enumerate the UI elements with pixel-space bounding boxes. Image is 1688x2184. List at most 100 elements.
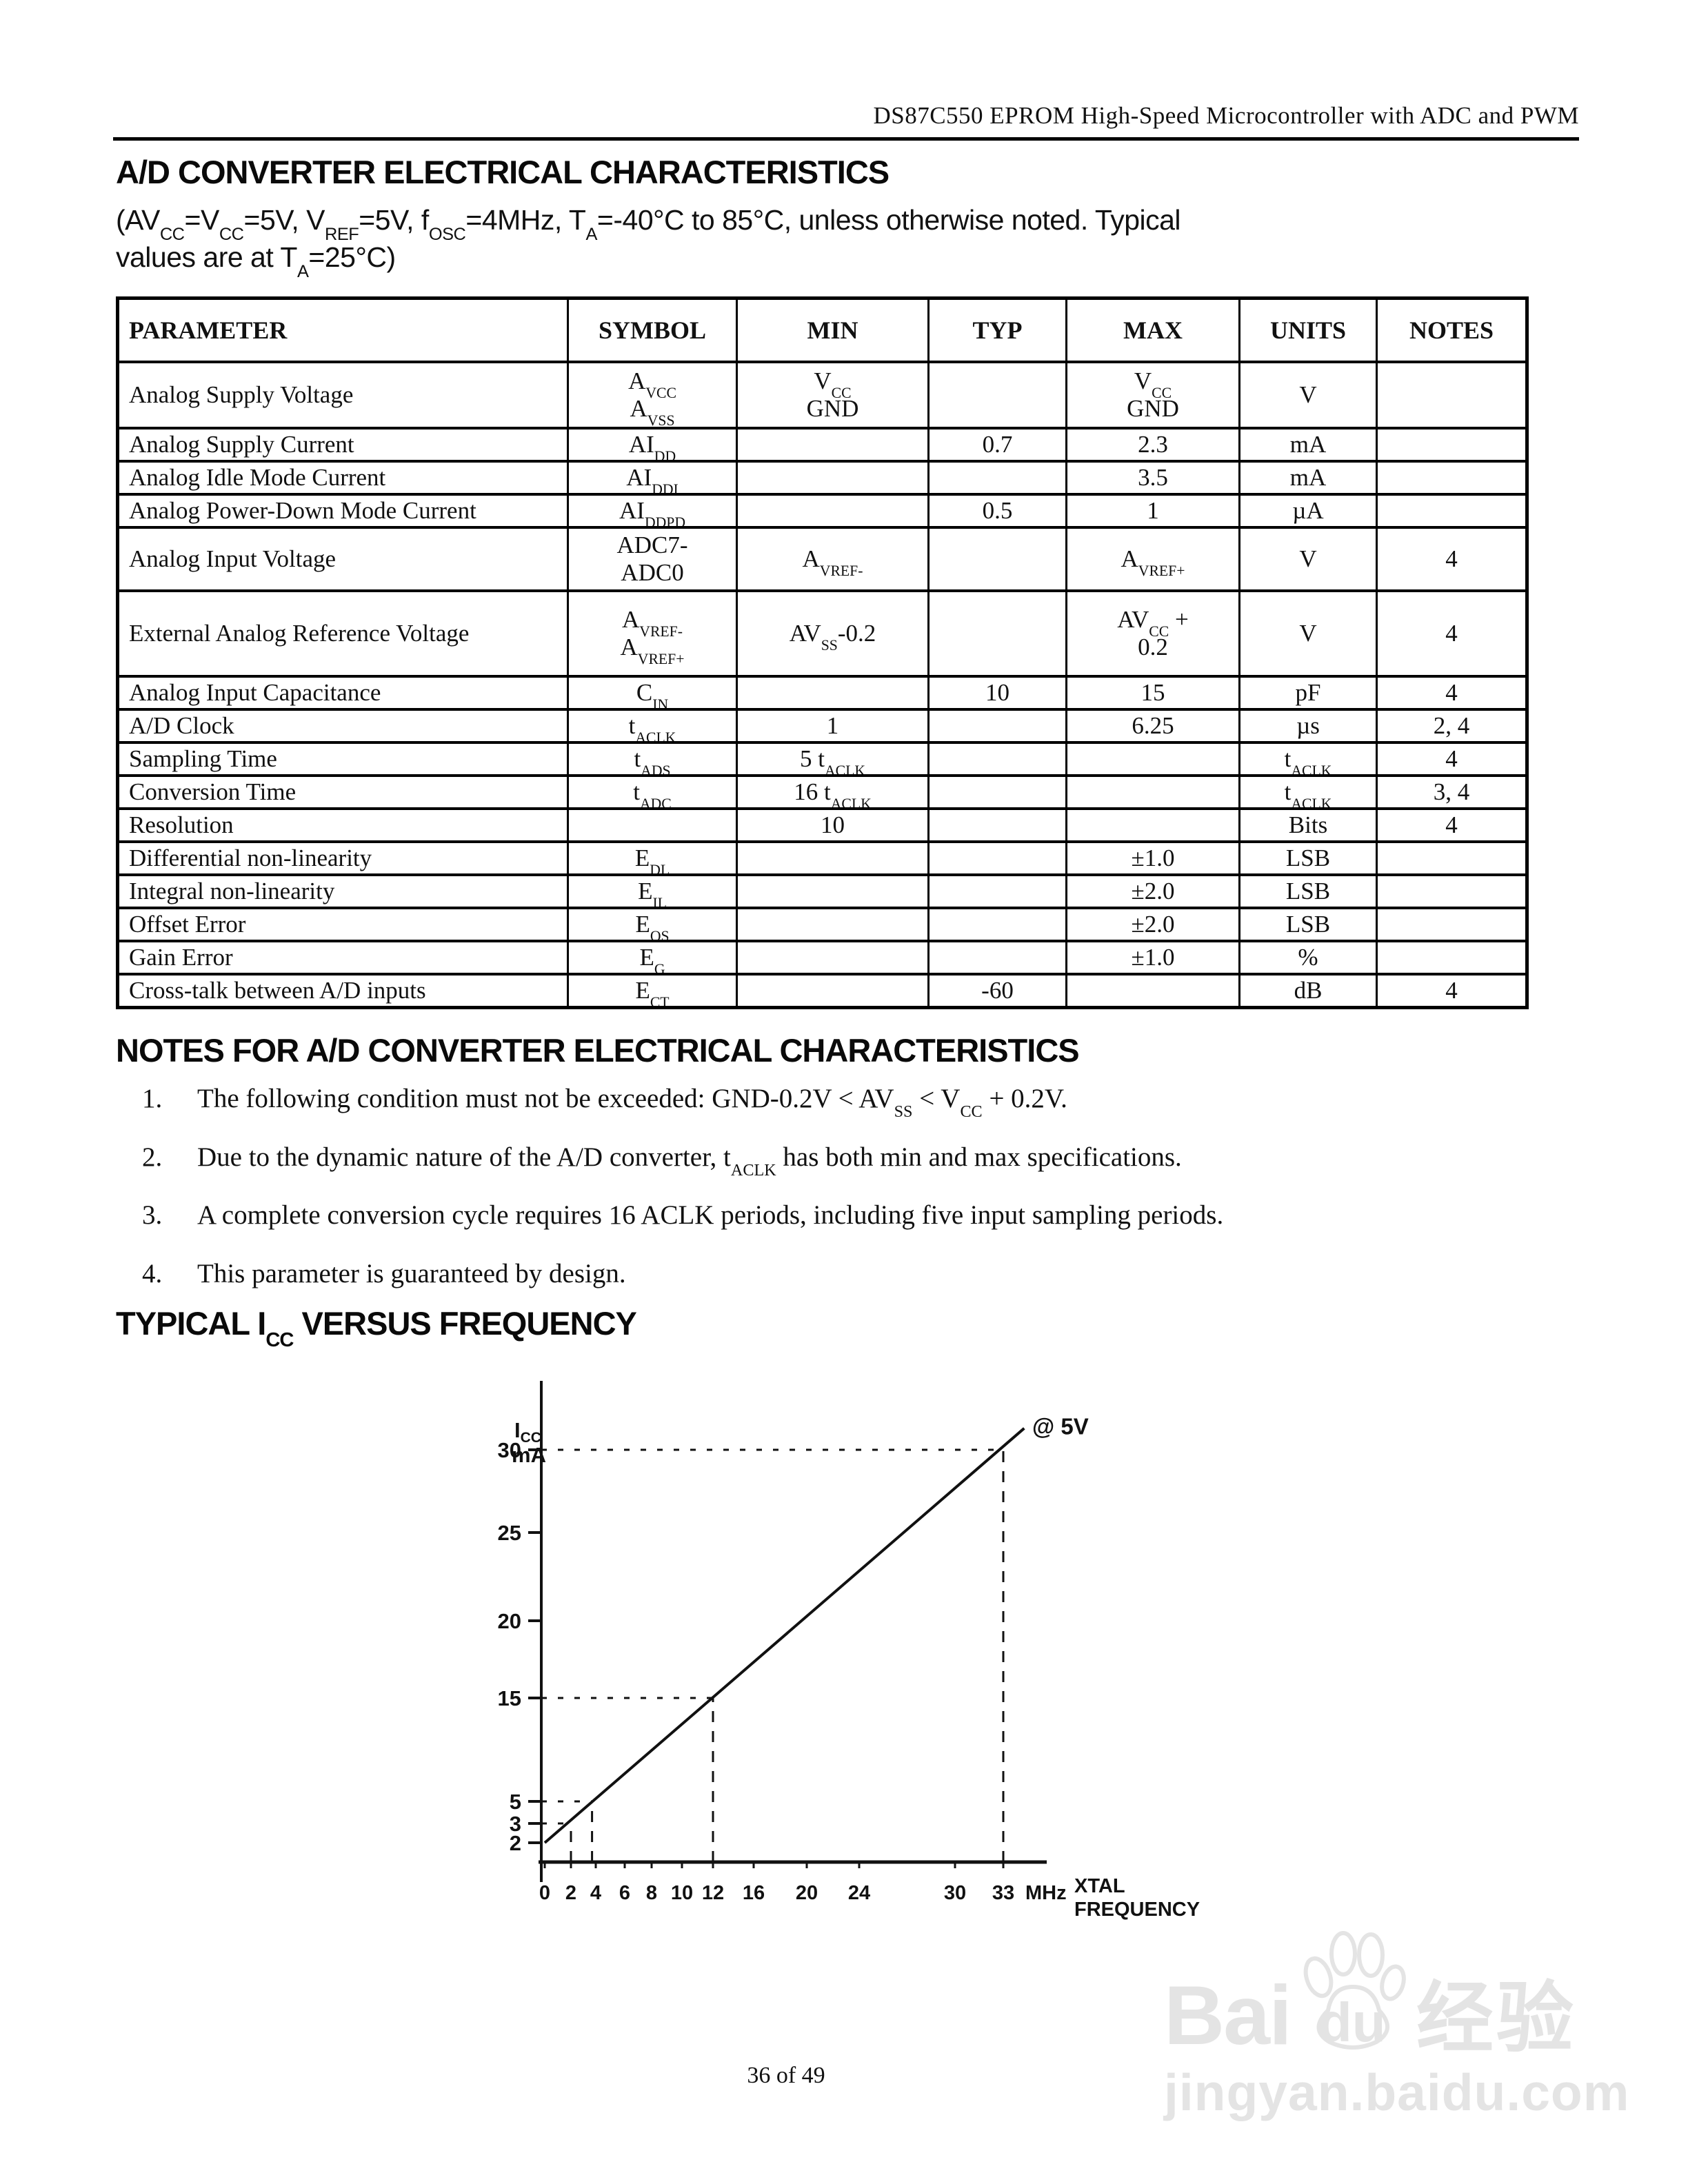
note-text: Due to the dynamic nature of the A/D con… bbox=[197, 1142, 1182, 1180]
cell-max bbox=[1065, 807, 1240, 843]
baidu-watermark: Bai du 经验 jingyan.baidu.com bbox=[1164, 1929, 1667, 2119]
column-header-parameter: PARAMETER bbox=[117, 296, 569, 363]
x-tick-label: 10 bbox=[671, 1882, 693, 1904]
y-tick-label: 20 bbox=[498, 1609, 521, 1633]
cell-min bbox=[736, 427, 930, 463]
table-row: Resolution 10 Bits 4 bbox=[117, 807, 1528, 843]
cell-units: tACLK bbox=[1238, 774, 1378, 810]
cell-max: 1 bbox=[1065, 493, 1240, 529]
cell-min: 1 bbox=[736, 708, 930, 744]
cell-parameter: Analog Idle Mode Current bbox=[117, 460, 569, 496]
cell-typ bbox=[927, 526, 1067, 592]
cell-max: AVREF+ bbox=[1065, 526, 1240, 592]
cell-units: LSB bbox=[1238, 873, 1378, 909]
cell-min: 16 tACLK bbox=[736, 774, 930, 810]
cell-symbol: tADC bbox=[567, 774, 738, 810]
table-row: Cross-talk between A/D inputs ECT -60 dB 4 bbox=[117, 973, 1528, 1009]
cell-units: % bbox=[1238, 940, 1378, 975]
cell-symbol: AVREF- AVREF+ bbox=[567, 589, 738, 678]
cell-min: AVREF- bbox=[736, 526, 930, 592]
column-header-units: UNITS bbox=[1238, 296, 1378, 363]
y-tick-label: 15 bbox=[498, 1686, 521, 1710]
y-tick-label: 2 bbox=[510, 1831, 521, 1855]
cell-symbol: AVCC AVSS bbox=[567, 361, 738, 429]
cell-units: mA bbox=[1238, 427, 1378, 463]
table-row: External Analog Reference Voltage AVREF- A… bbox=[117, 589, 1528, 678]
cell-symbol: EDL bbox=[567, 840, 738, 876]
cell-symbol: ADC7- ADC0 bbox=[567, 526, 738, 592]
cell-symbol: AIDDI bbox=[567, 460, 738, 496]
cell-units: Bits bbox=[1238, 807, 1378, 843]
cell-max: 6.25 bbox=[1065, 708, 1240, 744]
cell-parameter: Analog Power-Down Mode Current bbox=[117, 493, 569, 529]
cell-typ bbox=[927, 940, 1067, 975]
cell-notes bbox=[1376, 840, 1528, 876]
table-row: Sampling Time tADS 5 tACLK tACLK 4 bbox=[117, 741, 1528, 777]
cell-units: tACLK bbox=[1238, 741, 1378, 777]
notes-list: 1. The following condition must not be ex… bbox=[116, 1084, 1591, 1317]
cell-notes: 4 bbox=[1376, 589, 1528, 678]
cell-parameter: Integral non-linearity bbox=[117, 873, 569, 909]
cell-min bbox=[736, 940, 930, 975]
cell-units: dB bbox=[1238, 973, 1378, 1009]
cell-typ bbox=[927, 774, 1067, 810]
table-row: Conversion Time tADC 16 tACLK tACLK 3, 4 bbox=[117, 774, 1528, 810]
cell-max: 15 bbox=[1065, 675, 1240, 711]
cell-notes: 4 bbox=[1376, 675, 1528, 711]
table-row: A/D Clock tACLK 1 6.25 µs 2, 4 bbox=[117, 708, 1528, 744]
cell-parameter: Cross-talk between A/D inputs bbox=[117, 973, 569, 1009]
column-header-notes: NOTES bbox=[1376, 296, 1528, 363]
note-text: A complete conversion cycle requires 16 … bbox=[197, 1200, 1224, 1231]
cell-symbol: tACLK bbox=[567, 708, 738, 744]
x-tick-label: 8 bbox=[646, 1882, 657, 1904]
cell-units: V bbox=[1238, 361, 1378, 429]
chart-line bbox=[543, 1427, 1025, 1844]
note-number: 1. bbox=[142, 1084, 163, 1113]
cell-parameter: Gain Error bbox=[117, 940, 569, 975]
cell-parameter: A/D Clock bbox=[117, 708, 569, 744]
x-tick-label: 33 bbox=[992, 1882, 1014, 1904]
table-row: Integral non-linearity EIL ±2.0 LSB bbox=[117, 873, 1528, 909]
cell-symbol: ECT bbox=[567, 973, 738, 1009]
cell-notes: 4 bbox=[1376, 741, 1528, 777]
table-header: PARAMETER SYMBOL MIN TYP MAX UNITS NOTES bbox=[117, 296, 1528, 363]
cell-typ bbox=[927, 460, 1067, 496]
y-tick-label: 3 bbox=[510, 1812, 521, 1836]
cell-typ bbox=[927, 361, 1067, 429]
table-row: Analog Power-Down Mode Current AIDDPD 0.5 1… bbox=[117, 493, 1528, 529]
cell-parameter: External Analog Reference Voltage bbox=[117, 589, 569, 678]
note-item: 3. A complete conversion cycle requires 1… bbox=[116, 1200, 1591, 1231]
cell-min bbox=[736, 493, 930, 529]
cell-min: 10 bbox=[736, 807, 930, 843]
cell-notes bbox=[1376, 460, 1528, 496]
note-number: 3. bbox=[142, 1200, 163, 1231]
cell-min bbox=[736, 973, 930, 1009]
x-tick-label: 30 bbox=[944, 1882, 966, 1904]
table-row: Analog Input Voltage ADC7- ADC0 AVREF- AVREF… bbox=[117, 526, 1528, 592]
cell-min bbox=[736, 840, 930, 876]
watermark-url: jingyan.baidu.com bbox=[1164, 2063, 1630, 2121]
cell-parameter: Analog Supply Voltage bbox=[117, 361, 569, 429]
column-header-max: MAX bbox=[1065, 296, 1240, 363]
x-tick-label: 4 bbox=[590, 1882, 601, 1904]
table-row: Analog Input Capacitance CIN 10 15 pF 4 bbox=[117, 675, 1528, 711]
x-axis-label: XTAL bbox=[1074, 1875, 1125, 1897]
cell-min bbox=[736, 873, 930, 909]
cell-parameter: Analog Supply Current bbox=[117, 427, 569, 463]
x-unit-label: MHz bbox=[1025, 1882, 1067, 1904]
cell-notes bbox=[1376, 907, 1528, 942]
cell-symbol: tADS bbox=[567, 741, 738, 777]
cell-max bbox=[1065, 741, 1240, 777]
cell-notes bbox=[1376, 940, 1528, 975]
cell-max bbox=[1065, 774, 1240, 810]
running-header: DS87C550 EPROM High-Speed Microcontrolle… bbox=[873, 102, 1579, 129]
cell-units: V bbox=[1238, 589, 1378, 678]
note-text: The following condition must not be exce… bbox=[197, 1084, 1067, 1122]
y-tick-label: 30 bbox=[498, 1438, 521, 1462]
cell-min: VCC GND bbox=[736, 361, 930, 429]
cell-typ: -60 bbox=[927, 973, 1067, 1009]
cell-units: V bbox=[1238, 526, 1378, 592]
cell-min: AVSS-0.2 bbox=[736, 589, 930, 678]
cell-parameter: Analog Input Voltage bbox=[117, 526, 569, 592]
cell-notes: 4 bbox=[1376, 807, 1528, 843]
